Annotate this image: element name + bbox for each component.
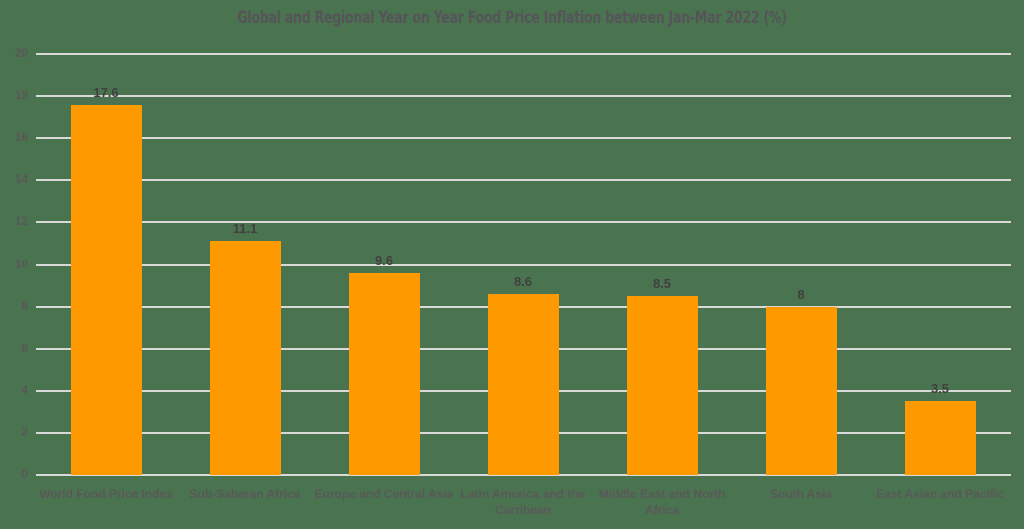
y-tick-label: 18 xyxy=(14,88,28,103)
bar xyxy=(765,306,837,475)
gridline xyxy=(36,53,1011,55)
y-tick-label: 14 xyxy=(14,172,28,187)
y-tick-label: 12 xyxy=(14,214,28,229)
x-category-label: Sub-Saharan Africa xyxy=(189,487,301,501)
data-label: 3.5 xyxy=(930,381,950,397)
data-label: 17.6 xyxy=(93,84,119,100)
bar xyxy=(487,293,559,475)
y-tick-label: 8 xyxy=(21,298,28,313)
y-tick-label: 6 xyxy=(21,340,28,355)
y-tick-label: 2 xyxy=(21,424,28,439)
data-label: 8.6 xyxy=(513,273,533,289)
data-label: 11.1 xyxy=(232,221,258,237)
x-category-label: Europe and Central Asia xyxy=(314,487,454,501)
y-tick-label: 4 xyxy=(21,382,28,397)
x-category-label: East Asian and Pacific xyxy=(876,487,1004,501)
gridline xyxy=(36,179,1011,182)
y-tick-label: 0 xyxy=(21,467,28,481)
data-label: 8 xyxy=(797,286,805,302)
bar xyxy=(626,296,698,475)
data-label: 9.6 xyxy=(374,252,394,268)
chart-title: Global and Regional Year on Year Food Pr… xyxy=(237,8,787,28)
gridline xyxy=(36,95,1011,98)
gridline xyxy=(36,263,1011,266)
y-tick-label: 16 xyxy=(14,130,28,145)
x-category-label: Latin America and the Carribean xyxy=(460,487,586,517)
bar xyxy=(70,104,142,475)
bar xyxy=(904,401,976,475)
bar xyxy=(209,241,281,475)
x-category-label: World Food Price Index xyxy=(39,487,173,501)
x-category-label: South Asia xyxy=(769,487,833,501)
gridline xyxy=(36,221,1011,224)
data-label: 8.5 xyxy=(652,276,672,292)
bar xyxy=(348,272,420,475)
gridline xyxy=(36,137,1011,140)
y-tick-label: 10 xyxy=(14,256,28,271)
y-tick-label: 20 xyxy=(14,46,28,60)
gridline xyxy=(36,474,1011,476)
x-category-label: Middle East and North Africa xyxy=(598,487,726,517)
